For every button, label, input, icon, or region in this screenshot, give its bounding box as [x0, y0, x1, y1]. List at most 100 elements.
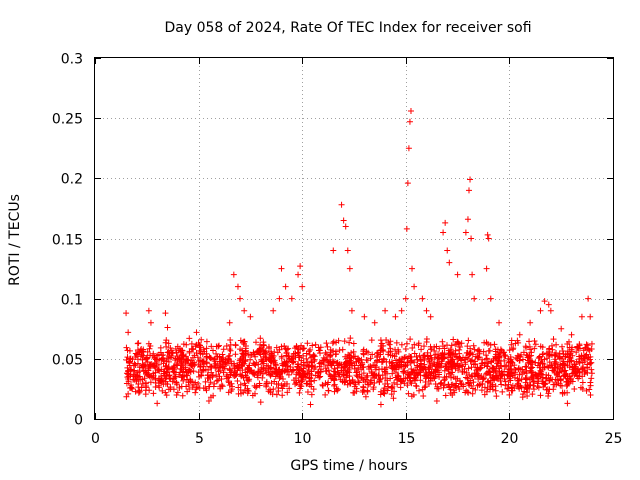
data-point	[182, 364, 189, 371]
data-point	[553, 371, 560, 378]
data-point	[420, 354, 427, 361]
data-point	[269, 391, 276, 398]
data-point	[168, 347, 175, 354]
data-point	[520, 349, 527, 356]
data-point	[241, 357, 248, 364]
data-point	[452, 347, 459, 354]
data-point	[344, 372, 351, 379]
data-point	[422, 372, 429, 379]
data-point	[328, 362, 335, 369]
data-point	[154, 357, 161, 364]
data-point	[190, 346, 197, 353]
data-point	[173, 379, 180, 386]
data-point	[562, 353, 569, 360]
data-point	[165, 365, 172, 372]
data-point	[462, 374, 469, 381]
data-point	[455, 340, 462, 347]
data-point	[154, 367, 161, 374]
data-point	[127, 355, 134, 362]
data-point	[501, 363, 508, 370]
data-point	[178, 366, 185, 373]
data-point	[187, 369, 194, 376]
data-point	[583, 351, 590, 358]
data-point	[446, 350, 453, 357]
data-point	[467, 350, 474, 357]
x-tick-label: 10	[294, 431, 312, 447]
data-point	[471, 373, 478, 380]
data-point	[205, 383, 212, 390]
data-point	[416, 369, 423, 376]
data-point	[408, 380, 415, 387]
data-point	[557, 377, 564, 384]
data-point	[165, 364, 172, 371]
data-point	[404, 375, 411, 382]
data-point	[393, 369, 400, 376]
data-point	[377, 375, 384, 382]
data-point	[172, 369, 179, 376]
data-point	[247, 356, 254, 363]
data-point	[234, 377, 241, 384]
data-point	[390, 395, 397, 402]
data-point	[334, 364, 341, 371]
data-point	[241, 338, 248, 345]
data-point	[360, 370, 367, 377]
data-point	[497, 357, 504, 364]
data-point	[563, 378, 570, 385]
data-point	[377, 351, 384, 358]
data-point	[389, 370, 396, 377]
y-tick-label: 0.25	[52, 112, 83, 128]
data-point	[495, 365, 502, 372]
data-point	[493, 393, 500, 400]
data-point	[214, 377, 221, 384]
data-point	[552, 376, 559, 383]
data-point	[476, 381, 483, 388]
data-point	[136, 349, 143, 356]
data-point	[436, 363, 443, 370]
data-point	[549, 346, 556, 353]
data-point	[227, 336, 234, 343]
data-point-outlier	[469, 271, 476, 278]
data-point	[226, 346, 233, 353]
data-point	[281, 343, 288, 350]
data-point	[235, 364, 242, 371]
data-point-outlier	[344, 247, 351, 254]
data-point	[159, 387, 166, 394]
data-point-outlier	[125, 329, 132, 336]
data-point	[380, 387, 387, 394]
data-point	[176, 356, 183, 363]
data-point	[198, 372, 205, 379]
data-point	[215, 342, 222, 349]
data-point	[367, 379, 374, 386]
data-point	[343, 369, 350, 376]
data-point	[292, 345, 299, 352]
data-point-outlier	[427, 313, 434, 320]
data-point	[451, 362, 458, 369]
data-point	[265, 388, 272, 395]
data-point	[208, 343, 215, 350]
data-point	[409, 369, 416, 376]
data-point	[541, 356, 548, 363]
data-point	[411, 341, 418, 348]
data-point-outlier	[154, 400, 161, 407]
data-point	[337, 376, 344, 383]
data-point-outlier	[342, 223, 349, 230]
data-point-outlier	[405, 145, 412, 152]
data-point	[170, 386, 177, 393]
data-point	[327, 346, 334, 353]
data-point	[125, 390, 132, 397]
data-point	[184, 388, 191, 395]
data-point	[325, 367, 332, 374]
data-point	[308, 354, 315, 361]
data-point	[369, 351, 376, 358]
data-point	[487, 342, 494, 349]
data-point	[387, 338, 394, 345]
data-point	[221, 365, 228, 372]
data-point	[377, 391, 384, 398]
data-point	[455, 355, 462, 362]
data-point	[382, 369, 389, 376]
data-point	[471, 346, 478, 353]
data-point-outlier	[230, 271, 237, 278]
data-point	[273, 391, 280, 398]
data-point	[348, 349, 355, 356]
data-point	[354, 355, 361, 362]
